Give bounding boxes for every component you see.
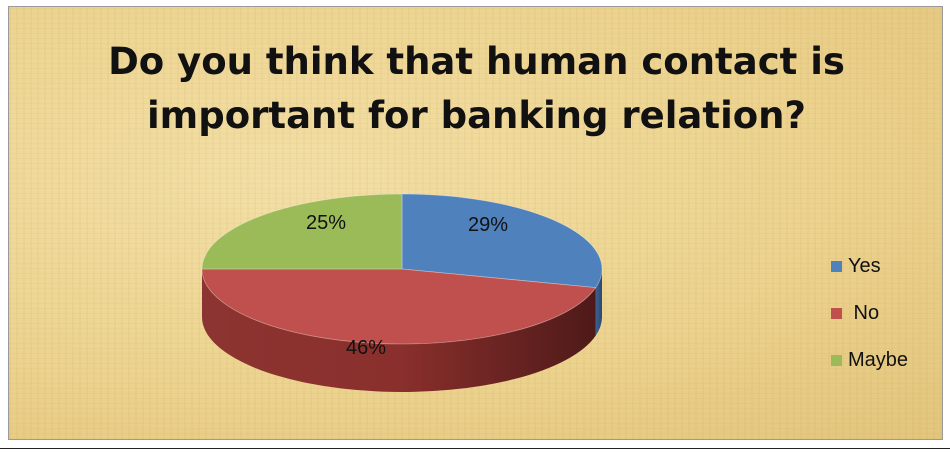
pie-side-no — [202, 269, 596, 392]
pie-slice-yes — [401, 193, 603, 289]
pie-chart: 29% 46% 25% — [201, 193, 603, 392]
legend-item-no: No — [831, 290, 941, 337]
legend-item-maybe: Maybe — [831, 337, 941, 384]
chart-area: Do you think that human contact is impor… — [8, 6, 943, 440]
legend-label-no: No — [848, 302, 880, 324]
data-label-no: 46% — [346, 337, 386, 359]
legend-swatch-maybe — [831, 355, 842, 366]
data-label-maybe: 25% — [306, 212, 346, 234]
bottom-border — [0, 448, 950, 449]
legend-swatch-no — [831, 308, 842, 319]
pie-side-yes — [595, 269, 602, 336]
legend-swatch-yes — [831, 261, 842, 272]
chart-title: Do you think that human contact is impor… — [108, 40, 845, 137]
legend-label-yes: Yes — [848, 255, 881, 277]
legend-item-yes: Yes — [831, 243, 941, 290]
pie-slice-no — [201, 268, 597, 345]
data-label-yes: 29% — [468, 214, 508, 236]
legend-label-maybe: Maybe — [848, 349, 909, 371]
pie-slice-maybe — [201, 193, 403, 270]
legend: Yes No Maybe — [831, 243, 941, 384]
